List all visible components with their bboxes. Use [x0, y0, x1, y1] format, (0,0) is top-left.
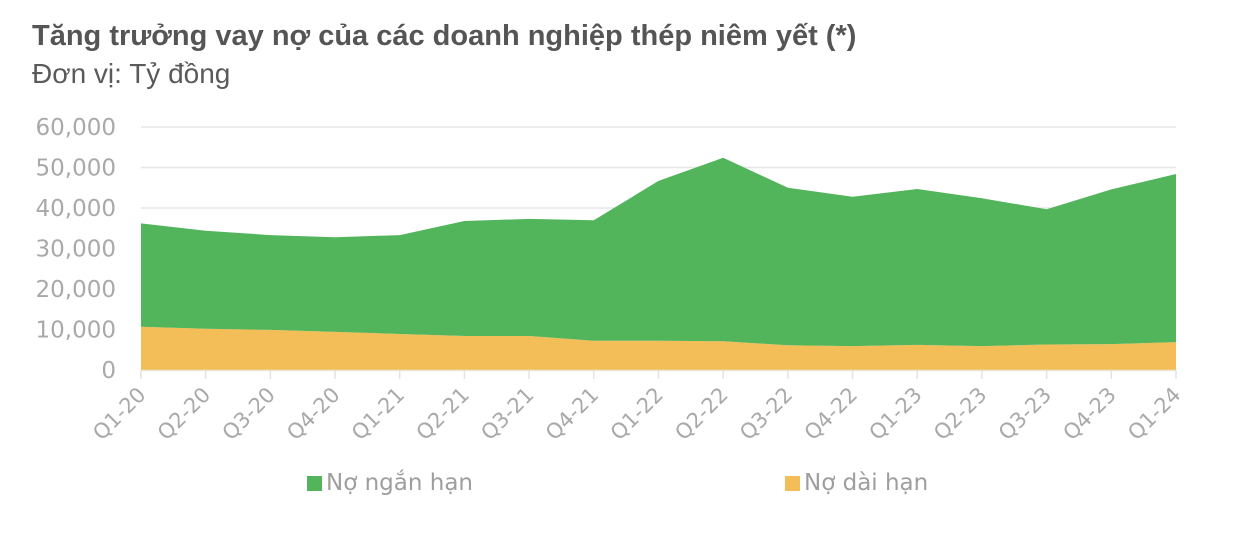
- x-tick-label: Q1-22: [606, 383, 668, 445]
- y-tick-label: 40,000: [36, 196, 116, 222]
- x-tick-label: Q2-21: [412, 383, 474, 445]
- legend-label-short-term: Nợ ngắn hạn: [326, 470, 473, 496]
- chart-title: Tăng trưởng vay nợ của các doanh nghiệp …: [32, 20, 857, 52]
- y-tick-label: 60,000: [36, 115, 116, 141]
- legend-swatch-long-term: [785, 475, 800, 491]
- x-tick-label: Q4-20: [282, 383, 344, 445]
- x-tick-label: Q2-22: [670, 383, 732, 445]
- y-tick-label: 0: [101, 358, 116, 384]
- y-tick-label: 50,000: [36, 156, 116, 182]
- y-tick-label: 30,000: [36, 237, 116, 263]
- x-tick-label: Q3-23: [994, 383, 1056, 445]
- legend-label-long-term: Nợ dài hạn: [804, 470, 929, 496]
- legend-swatch-short-term: [307, 475, 322, 491]
- y-tick-label: 10,000: [36, 318, 116, 344]
- x-tick-label: Q1-24: [1123, 383, 1185, 445]
- x-tick-label: Q3-20: [218, 383, 280, 445]
- y-axis: 0 10,000 20,000 30,000 40,000 50,000 60,000: [36, 115, 116, 384]
- chart-subtitle: Đơn vị: Tỷ đồng: [32, 58, 231, 89]
- x-tick-label: Q4-23: [1058, 383, 1120, 445]
- plot-area: [141, 157, 1176, 370]
- x-tick-label: Q3-21: [476, 383, 538, 445]
- x-tick-label: Q4-22: [800, 383, 862, 445]
- legend-item-long-term-debt: Nợ dài hạn: [785, 470, 928, 496]
- x-tick-label: Q1-23: [864, 383, 926, 445]
- x-tick-label: Q2-23: [929, 383, 991, 445]
- area-series: [141, 157, 1176, 347]
- x-axis: Q1-20 Q2-20 Q3-20 Q4-20 Q1-21 Q2-21 Q3-21 Q4-21…: [88, 369, 1186, 445]
- x-tick-label: Q3-22: [735, 383, 797, 445]
- x-tick-label: Q2-20: [153, 383, 215, 445]
- area-series: [141, 326, 1176, 370]
- x-tick-label: Q1-21: [347, 383, 409, 445]
- y-tick-label: 20,000: [36, 277, 116, 303]
- legend-item-short-term-debt: Nợ ngắn hạn: [307, 470, 473, 496]
- x-tick-label: Q1-20: [88, 383, 150, 445]
- x-tick-label: Q4-21: [541, 383, 603, 445]
